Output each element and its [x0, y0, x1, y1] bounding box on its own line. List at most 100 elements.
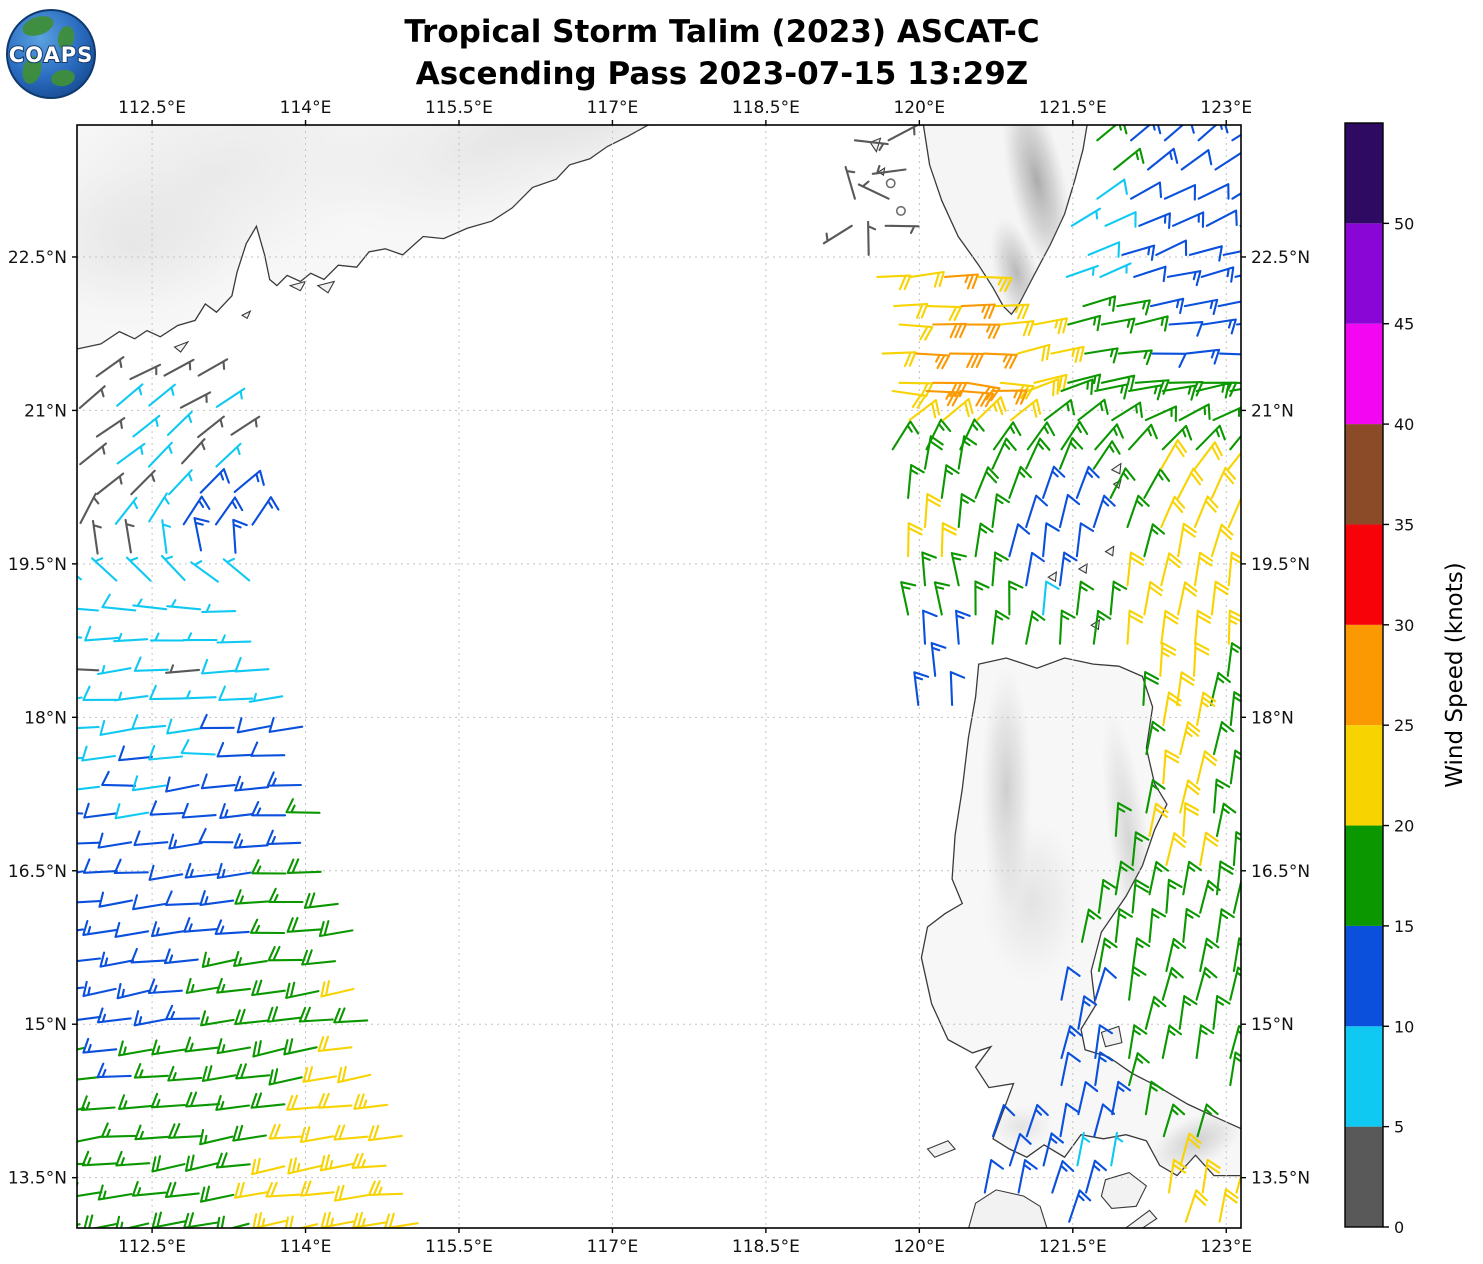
- wind-barb: [1060, 1051, 1081, 1087]
- wind-barb: [974, 580, 990, 616]
- wind-barb: [320, 1211, 356, 1228]
- wind-barb: [1167, 1158, 1188, 1194]
- wind-barb: [353, 1093, 389, 1110]
- wind-barb: [1111, 401, 1143, 422]
- wind-barb: [923, 435, 944, 470]
- calm-circle: [885, 178, 896, 189]
- wind-barb: [285, 798, 321, 814]
- wind-barb: [234, 775, 270, 792]
- wind-barb: [1179, 721, 1201, 756]
- colorbar-tick-label: 40: [1394, 415, 1414, 434]
- wind-barb: [1109, 467, 1136, 499]
- lon-tick-label-top: 123°E: [1200, 98, 1252, 118]
- wind-barb: [1159, 641, 1177, 677]
- wind-barb: [250, 741, 286, 757]
- wind-barb: [1076, 1131, 1091, 1167]
- wind-barb: [1094, 1024, 1114, 1060]
- wind-barb: [287, 1157, 322, 1175]
- wind-barb: [77, 928, 84, 932]
- wind-barb: [130, 469, 156, 496]
- coastline-island: [968, 1189, 1048, 1228]
- wind-barb: [1168, 321, 1204, 337]
- wind-barb: [1033, 317, 1068, 335]
- wind-barb: [165, 664, 201, 674]
- map-frame: [76, 124, 1242, 1229]
- lon-tick-label-top: 114°E: [280, 98, 332, 118]
- wind-barb: [1161, 966, 1184, 1001]
- wind-barb: [150, 921, 186, 938]
- wind-barb: [96, 1007, 132, 1024]
- wind-barb: [1229, 749, 1241, 785]
- wind-barb: [1195, 382, 1230, 399]
- wind-barb: [960, 303, 996, 320]
- wind-barb: [1114, 860, 1135, 896]
- wind-barb: [77, 725, 100, 730]
- lat-tick-label-left: 18°N: [24, 708, 67, 728]
- wind-barb: [1199, 879, 1221, 914]
- wind-barb: [82, 1037, 118, 1054]
- wind-barb: [898, 381, 934, 398]
- wind-barb: [976, 396, 1007, 422]
- wind-barb: [197, 358, 229, 377]
- wind-barb: [116, 982, 151, 1000]
- colorbar-tick-label: 10: [1394, 1017, 1414, 1036]
- wind-barb: [115, 1150, 151, 1167]
- wind-barb: [853, 139, 889, 152]
- coastline-island: [1100, 1171, 1148, 1209]
- coastline-island: [1100, 1025, 1123, 1048]
- wind-barb: [1096, 178, 1128, 200]
- wind-barb: [266, 771, 302, 787]
- lon-tick-label-bottom: 120°E: [893, 1237, 945, 1257]
- axes-frame-layer: 112.5°E 112.5°E 114°E 114°E 115.5°E 115.5°E 11…: [8, 98, 1310, 1257]
- wind-barb: [1075, 580, 1095, 616]
- colorbar-bin: [1345, 223, 1383, 324]
- wind-barb: [77, 1107, 86, 1111]
- coastline-island: [1124, 1209, 1158, 1228]
- wind-barb: [1227, 496, 1241, 529]
- wind-barb: [352, 1211, 387, 1228]
- wind-barb: [933, 581, 951, 616]
- wind-barb: [1113, 147, 1145, 171]
- wind-barb: [200, 1010, 235, 1027]
- wind-barb: [1178, 995, 1198, 1030]
- wind-barb: [113, 858, 149, 875]
- wind-barb: [943, 273, 979, 290]
- wind-barb: [957, 493, 976, 529]
- wind-barb: [201, 951, 237, 968]
- wind-barb: [1182, 907, 1201, 943]
- wind-barb: [1171, 211, 1205, 228]
- wind-barb: [907, 522, 923, 558]
- wind-barb: [1025, 551, 1045, 587]
- wind-barb: [1146, 147, 1179, 171]
- wind-barb: [268, 887, 304, 904]
- wind-barb: [1195, 424, 1226, 451]
- lat-tick-label-right: 19.5°N: [1251, 555, 1310, 575]
- wind-barb: [303, 892, 339, 909]
- wind-barb: [77, 841, 101, 845]
- lat-tick-label-right: 18°N: [1251, 708, 1294, 728]
- wind-barb: [233, 950, 268, 967]
- lon-tick-label-top: 115.5°E: [425, 98, 493, 118]
- terrain-shading: [469, 125, 649, 176]
- wind-barb: [286, 1094, 322, 1111]
- lat-tick-label-right: 13.5°N: [1251, 1169, 1310, 1189]
- wind-barb: [1235, 322, 1241, 326]
- wind-barb: [125, 556, 152, 582]
- wind-barb: [301, 949, 337, 966]
- wind-barb: [910, 270, 945, 288]
- wind-barb: [77, 1223, 81, 1226]
- wind-barb: [1199, 831, 1219, 867]
- lat-tick-label-right: 21°N: [1251, 401, 1294, 421]
- wind-barb: [219, 803, 255, 819]
- colorbar-tick-label: 5: [1394, 1118, 1404, 1137]
- wind-barb: [1094, 423, 1124, 451]
- coastline-island: [173, 340, 190, 353]
- wind-barb: [1075, 465, 1100, 499]
- wind-barb: [77, 668, 100, 672]
- wind-barb: [80, 1095, 116, 1111]
- colorbar-layer: 0 5 10 15 20 25 30 35 40 45 50 Wind Speed (knots): [1344, 122, 1468, 1237]
- wind-barb: [1075, 522, 1095, 558]
- wind-barb: [1085, 1159, 1107, 1194]
- wind-barb: [114, 496, 139, 525]
